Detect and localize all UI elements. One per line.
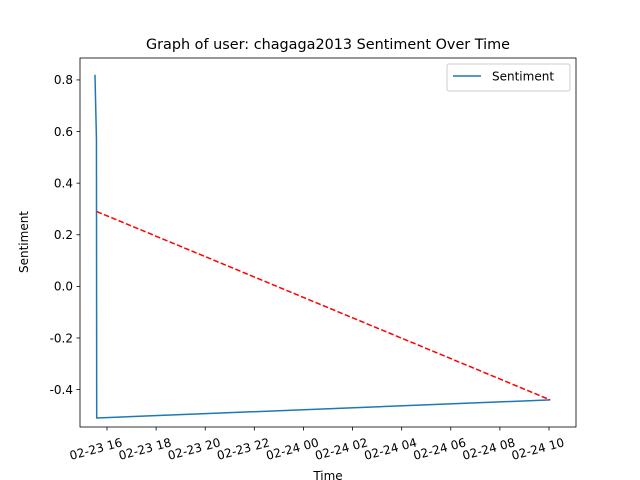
y-axis: -0.4 -0.2 0.0 0.2 0.4 0.6 0.8 <box>50 73 80 397</box>
y-tick-label: 0.4 <box>54 176 73 190</box>
legend-entry-sentiment: Sentiment <box>492 70 554 84</box>
series-line-sentiment <box>94 74 551 419</box>
y-tick-label: -0.2 <box>50 331 73 345</box>
plot-area <box>80 58 576 427</box>
legend-box <box>446 63 571 92</box>
y-tick-label: 0.0 <box>54 280 73 294</box>
y-tick-label: 0.2 <box>54 228 73 242</box>
chart-title: Graph of user: chagaga2013 Sentiment Ove… <box>146 37 510 53</box>
trend-line <box>96 210 551 401</box>
y-tick-label: -0.4 <box>50 383 73 397</box>
y-axis-label: Sentiment <box>17 211 31 273</box>
x-axis-label: Time <box>312 469 342 480</box>
plot-frame <box>79 57 577 428</box>
series-layer <box>94 74 551 419</box>
y-tick-label: 0.6 <box>54 125 73 139</box>
y-tick-label: 0.8 <box>54 73 73 87</box>
legend: Sentiment <box>446 63 571 92</box>
